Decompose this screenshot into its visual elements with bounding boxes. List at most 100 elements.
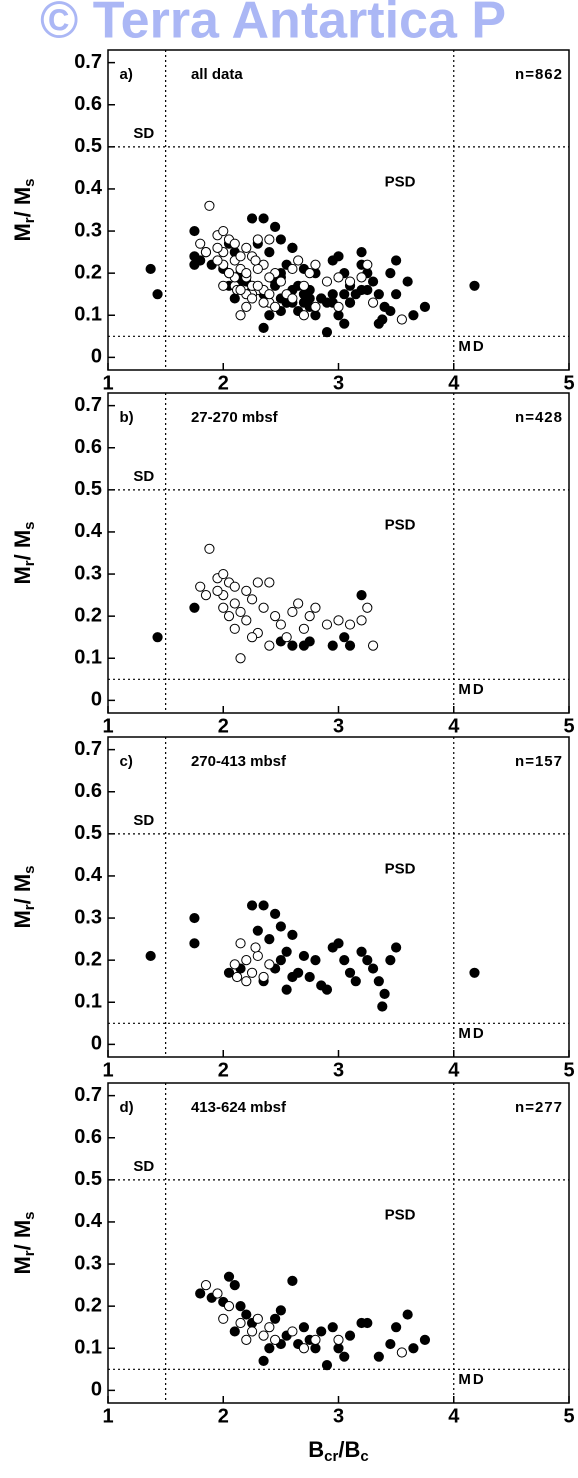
data-point bbox=[218, 602, 229, 613]
data-point bbox=[321, 1360, 333, 1371]
region-label: MD bbox=[458, 338, 485, 355]
x-axis-label-part: B bbox=[308, 1437, 324, 1462]
region-label: SD bbox=[133, 468, 154, 485]
data-point bbox=[362, 602, 373, 613]
data-point bbox=[252, 577, 263, 588]
data-point bbox=[356, 946, 367, 957]
data-point bbox=[333, 272, 344, 283]
data-point bbox=[344, 967, 356, 978]
panel-subtitle: 270-413 mbsf bbox=[191, 753, 287, 770]
x-tick-label: 4 bbox=[448, 372, 460, 394]
data-point bbox=[373, 318, 384, 329]
data-point bbox=[385, 305, 396, 317]
data-point bbox=[310, 1334, 321, 1345]
region-label: PSD bbox=[385, 517, 416, 534]
data-point bbox=[304, 971, 315, 983]
data-point bbox=[316, 293, 327, 304]
data-point bbox=[250, 255, 261, 266]
data-point bbox=[212, 255, 223, 266]
x-tick-label: 3 bbox=[333, 372, 344, 394]
data-point bbox=[258, 297, 269, 308]
data-point bbox=[377, 1001, 388, 1012]
x-tick-label: 5 bbox=[563, 715, 574, 737]
data-point bbox=[252, 925, 263, 936]
data-point bbox=[241, 615, 252, 626]
y-axis-label-part: / M bbox=[10, 187, 35, 218]
data-point bbox=[310, 955, 321, 966]
data-point bbox=[275, 1305, 286, 1316]
data-point bbox=[367, 297, 379, 308]
data-point bbox=[189, 912, 200, 924]
y-tick-label: 0.2 bbox=[74, 261, 102, 283]
y-axis-label-part: r bbox=[21, 1250, 38, 1256]
data-point bbox=[287, 293, 298, 304]
data-point bbox=[258, 1355, 269, 1366]
region-label: SD bbox=[133, 812, 154, 829]
y-tick-label: 0.5 bbox=[74, 822, 102, 844]
data-point bbox=[298, 310, 310, 321]
data-point bbox=[212, 585, 223, 596]
data-point bbox=[218, 225, 229, 237]
y-axis-label-part: M bbox=[10, 1256, 35, 1274]
data-point bbox=[339, 289, 350, 300]
data-point bbox=[246, 900, 258, 911]
data-point bbox=[362, 259, 373, 270]
panel-label: c) bbox=[120, 753, 133, 770]
data-point bbox=[235, 284, 246, 296]
y-axis-label: Mr/ Ms bbox=[10, 521, 38, 584]
data-point bbox=[235, 310, 246, 321]
data-point bbox=[402, 276, 413, 287]
data-point bbox=[469, 967, 480, 978]
data-point bbox=[250, 942, 261, 953]
data-point bbox=[212, 242, 223, 253]
panel-subtitle: 413-624 mbsf bbox=[191, 1099, 287, 1116]
data-point bbox=[333, 938, 344, 949]
data-point bbox=[287, 640, 298, 651]
x-tick-label: 4 bbox=[448, 1059, 460, 1081]
data-point bbox=[218, 280, 229, 291]
data-point bbox=[298, 950, 310, 962]
data-point bbox=[218, 568, 229, 580]
data-point bbox=[258, 213, 269, 224]
data-point bbox=[419, 1334, 431, 1345]
data-point bbox=[235, 1301, 246, 1312]
data-point bbox=[391, 942, 402, 953]
data-point bbox=[396, 314, 407, 325]
y-tick-label: 0 bbox=[91, 1033, 102, 1055]
data-point bbox=[350, 976, 361, 987]
x-tick-label: 3 bbox=[333, 1059, 344, 1081]
data-point bbox=[241, 268, 252, 279]
y-tick-label: 0.6 bbox=[74, 780, 102, 802]
data-point bbox=[200, 590, 212, 601]
y-axis-label: Mr/ Ms bbox=[10, 178, 38, 241]
data-point bbox=[241, 1309, 252, 1320]
data-point bbox=[145, 263, 156, 275]
y-axis-label-part: / M bbox=[10, 530, 35, 561]
data-point bbox=[293, 255, 304, 266]
data-point bbox=[408, 1343, 419, 1354]
y-tick-label: 0 bbox=[91, 346, 102, 368]
data-point bbox=[252, 280, 263, 291]
panel-subtitle: all data bbox=[191, 66, 243, 83]
data-point bbox=[321, 327, 333, 338]
data-point bbox=[241, 1334, 252, 1345]
data-point bbox=[287, 263, 298, 275]
data-point bbox=[246, 594, 258, 605]
y-tick-label: 0.2 bbox=[74, 948, 102, 970]
data-point bbox=[275, 276, 286, 287]
panel-label: b) bbox=[120, 409, 134, 426]
data-point bbox=[229, 1326, 240, 1337]
data-point bbox=[298, 640, 310, 651]
data-point bbox=[344, 276, 356, 287]
data-point bbox=[229, 293, 240, 304]
data-point bbox=[396, 1347, 407, 1358]
y-axis-label-part: s bbox=[21, 178, 38, 186]
x-tick-label: 1 bbox=[102, 1405, 113, 1427]
data-point bbox=[310, 259, 321, 270]
y-tick-label: 0.4 bbox=[74, 864, 103, 886]
data-point bbox=[281, 632, 292, 643]
data-point bbox=[246, 1326, 258, 1337]
y-axis-label: Mr/ Ms bbox=[10, 1211, 38, 1274]
plot-frame bbox=[107, 392, 570, 714]
data-point bbox=[252, 950, 263, 962]
